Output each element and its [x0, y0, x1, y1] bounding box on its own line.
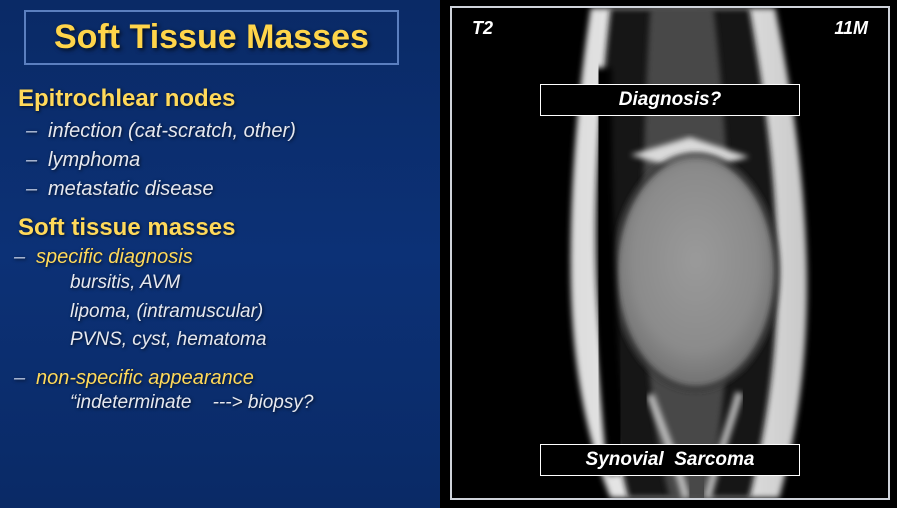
list-item: infection (cat-scratch, other) [26, 117, 440, 146]
sequence-label: T2 [472, 18, 493, 39]
text-panel: Soft Tissue Masses Epitrochlear nodes in… [0, 0, 440, 508]
section-heading-2: Soft tissue masses [18, 214, 440, 242]
patient-label: 11M [834, 18, 868, 39]
slide-title: Soft Tissue Masses [54, 18, 369, 57]
specific-list: bursitis, AVM lipoma, (intramuscular) PV… [70, 269, 440, 355]
title-box: Soft Tissue Masses [24, 10, 399, 65]
section-heading-1: Epitrochlear nodes [18, 85, 440, 113]
biopsy-line: “indeterminate ---> biopsy? [70, 392, 440, 414]
mri-frame: T2 11M Diagnosis? Synovial Sarcoma [450, 6, 890, 500]
list-item: bursitis, AVM [70, 269, 440, 298]
list-item: lipoma, (intramuscular) [70, 298, 440, 327]
diagnosis-question: Diagnosis? [540, 84, 800, 116]
section1-list: infection (cat-scratch, other) lymphoma … [26, 117, 440, 204]
mri-image [452, 8, 888, 498]
subheading-specific: specific diagnosis [14, 246, 440, 269]
list-item: lymphoma [26, 146, 440, 175]
image-panel: T2 11M Diagnosis? Synovial Sarcoma [440, 0, 897, 508]
diagnosis-answer: Synovial Sarcoma [540, 444, 800, 476]
list-item: PVNS, cyst, hematoma [70, 326, 440, 355]
list-item: metastatic disease [26, 175, 440, 204]
subheading-nonspecific: non-specific appearance [14, 367, 440, 390]
